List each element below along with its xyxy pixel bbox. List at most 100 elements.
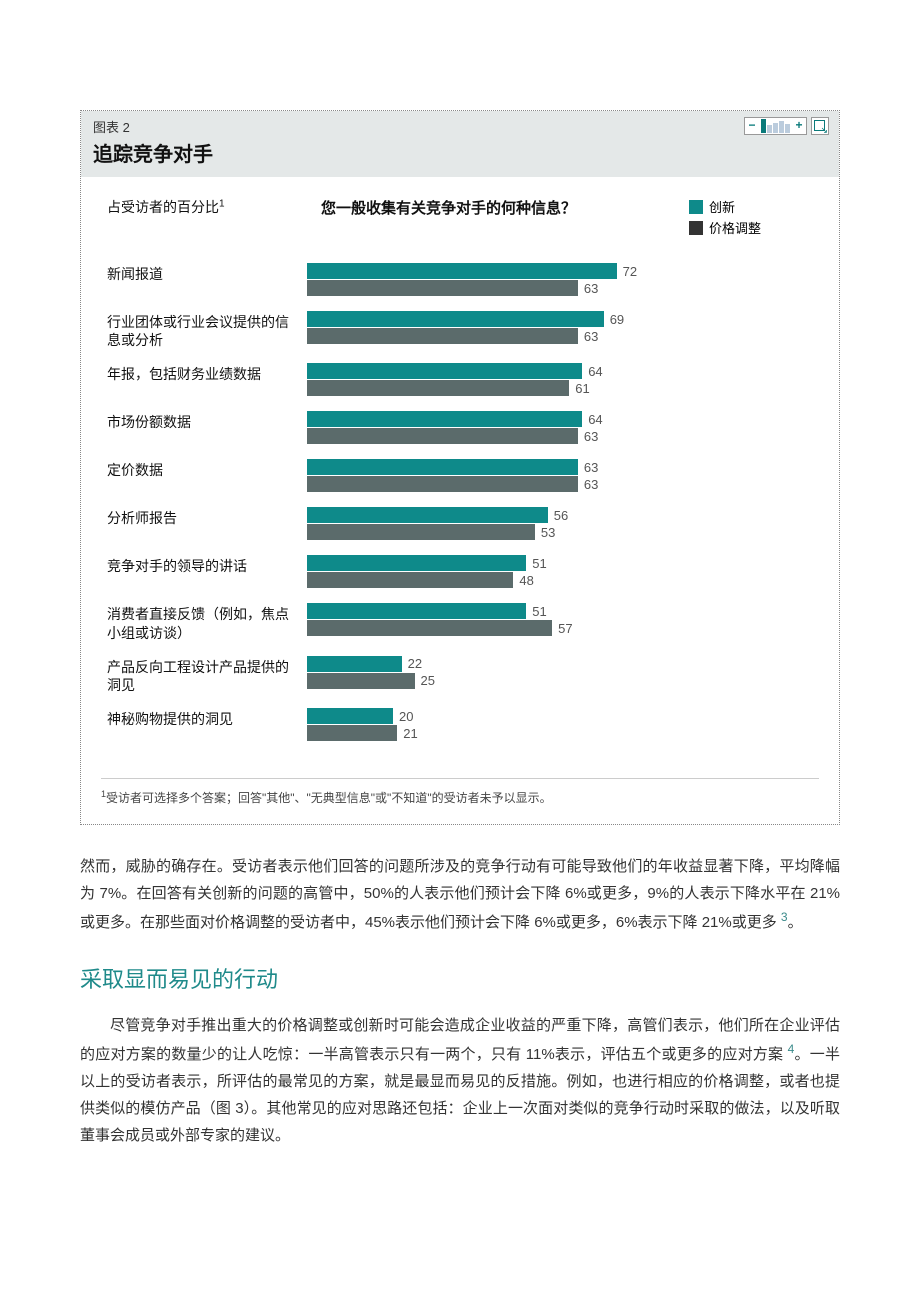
chart-label: 图表 2	[93, 117, 827, 136]
bar-wrap: 61	[307, 380, 819, 396]
bar-value: 69	[610, 312, 624, 327]
zoom-in-button[interactable]: +	[792, 118, 806, 134]
section-heading: 采取显而易见的行动	[80, 962, 840, 994]
bar-wrap: 20	[307, 708, 819, 724]
bar-row: 年报，包括财务业绩数据6461	[107, 363, 819, 397]
bar-value: 63	[584, 460, 598, 475]
bar-value: 25	[421, 673, 435, 688]
legend: 创新价格调整	[689, 197, 819, 239]
bar-wrap: 63	[307, 328, 819, 344]
bar-price	[307, 725, 397, 741]
bar-pair: 5148	[307, 555, 819, 589]
bar-price	[307, 673, 415, 689]
bar-value: 72	[623, 264, 637, 279]
bar-pair: 5653	[307, 507, 819, 541]
legend-label: 创新	[709, 197, 735, 216]
bar-value: 20	[399, 709, 413, 724]
chart-figure: 图表 2 追踪竞争对手 − + 占受访者的百分比1 您一般收集有关竞争对	[80, 110, 840, 825]
bar-value: 53	[541, 525, 555, 540]
bar-wrap: 69	[307, 311, 819, 327]
bar-label: 定价数据	[107, 459, 307, 493]
footnote-ref-3: 3	[781, 910, 788, 924]
bar-value: 51	[532, 556, 546, 571]
bar-wrap: 22	[307, 656, 819, 672]
bar-wrap: 57	[307, 620, 819, 636]
bar-wrap: 51	[307, 555, 819, 571]
bar-row: 消费者直接反馈（例如，焦点小组或访谈）5157	[107, 603, 819, 641]
bar-innovation	[307, 708, 393, 724]
chart-controls: − +	[744, 117, 829, 135]
bar-row: 竞争对手的领导的讲话5148	[107, 555, 819, 589]
bar-pair: 6463	[307, 411, 819, 445]
bar-wrap: 63	[307, 280, 819, 296]
legend-item: 价格调整	[689, 218, 819, 237]
zoom-bars-icon	[759, 119, 792, 133]
bar-wrap: 63	[307, 428, 819, 444]
bar-pair: 72 63	[307, 263, 819, 297]
chart-body: 占受访者的百分比1 您一般收集有关竞争对手的何种信息？ 创新价格调整 新闻报道7…	[81, 177, 839, 766]
bar-pair: 69 63	[307, 311, 819, 349]
bar-value: 63	[584, 281, 598, 296]
bar-price	[307, 476, 578, 492]
bar-pair: 6363	[307, 459, 819, 493]
bar-value: 48	[519, 573, 533, 588]
zoom-control: − +	[744, 117, 807, 135]
zoom-out-button[interactable]: −	[745, 118, 759, 134]
bar-label: 行业团体或行业会议提供的信息或分析	[107, 311, 307, 349]
bar-row: 新闻报道 72 63	[107, 263, 819, 297]
bar-value: 61	[575, 381, 589, 396]
legend-swatch	[689, 221, 703, 235]
bar-wrap: 51	[307, 603, 819, 619]
bar-row: 产品反向工程设计产品提供的洞见2225	[107, 656, 819, 694]
bar-pair: 2225	[307, 656, 819, 694]
bar-price	[307, 620, 552, 636]
bar-value: 63	[584, 329, 598, 344]
bars-area: 新闻报道7263行业团体或行业会议提供的信息或分析6963年报，包括财务业绩数据…	[101, 263, 819, 742]
bar-label: 竞争对手的领导的讲话	[107, 555, 307, 589]
expand-button[interactable]	[811, 117, 829, 135]
bar-label: 分析师报告	[107, 507, 307, 541]
bar-pair: 5157	[307, 603, 819, 641]
bar-value: 63	[584, 429, 598, 444]
bar-value: 64	[588, 364, 602, 379]
bar-label: 市场份额数据	[107, 411, 307, 445]
paragraph-2: 尽管竞争对手推出重大的价格调整或创新时可能会造成企业收益的严重下降，高管们表示，…	[80, 1012, 840, 1149]
bar-price	[307, 428, 578, 444]
bar-innovation	[307, 656, 402, 672]
bar-wrap: 64	[307, 411, 819, 427]
bar-price	[307, 524, 535, 540]
bar-wrap: 53	[307, 524, 819, 540]
bar-innovation	[307, 459, 578, 475]
legend-swatch	[689, 200, 703, 214]
bar-label: 神秘购物提供的洞见	[107, 708, 307, 742]
bar-pair: 2021	[307, 708, 819, 742]
bar-label: 新闻报道	[107, 263, 307, 297]
paragraph-1: 然而，威胁的确存在。受访者表示他们回答的问题所涉及的竞争行动有可能导致他们的年收…	[80, 853, 840, 936]
bar-wrap: 48	[307, 572, 819, 588]
bar-value: 57	[558, 621, 572, 636]
bar-label: 消费者直接反馈（例如，焦点小组或访谈）	[107, 603, 307, 641]
bar-wrap: 63	[307, 476, 819, 492]
y-axis-label: 占受访者的百分比1	[101, 197, 321, 217]
legend-label: 价格调整	[709, 218, 761, 237]
bar-wrap: 64	[307, 363, 819, 379]
bar-price	[307, 380, 569, 396]
chart-top-row: 占受访者的百分比1 您一般收集有关竞争对手的何种信息？ 创新价格调整	[101, 197, 819, 239]
bar-row: 分析师报告5653	[107, 507, 819, 541]
bar-row: 行业团体或行业会议提供的信息或分析 69 63	[107, 311, 819, 349]
chart-question: 您一般收集有关竞争对手的何种信息？	[321, 197, 689, 218]
bar-value: 64	[588, 412, 602, 427]
bar-label: 产品反向工程设计产品提供的洞见	[107, 656, 307, 694]
bar-wrap: 63	[307, 459, 819, 475]
bar-innovation	[307, 363, 582, 379]
bar-value: 56	[554, 508, 568, 523]
chart-header: 图表 2 追踪竞争对手 − +	[81, 111, 839, 177]
chart-footnote: 1受访者可选择多个答案；回答"其他"、"无典型信息"或"不知道"的受访者未予以显…	[101, 778, 819, 824]
bar-price	[307, 572, 513, 588]
bar-price	[307, 328, 578, 344]
bar-row: 神秘购物提供的洞见2021	[107, 708, 819, 742]
bar-innovation	[307, 411, 582, 427]
bar-wrap: 25	[307, 673, 819, 689]
bar-value: 63	[584, 477, 598, 492]
bar-pair: 6461	[307, 363, 819, 397]
